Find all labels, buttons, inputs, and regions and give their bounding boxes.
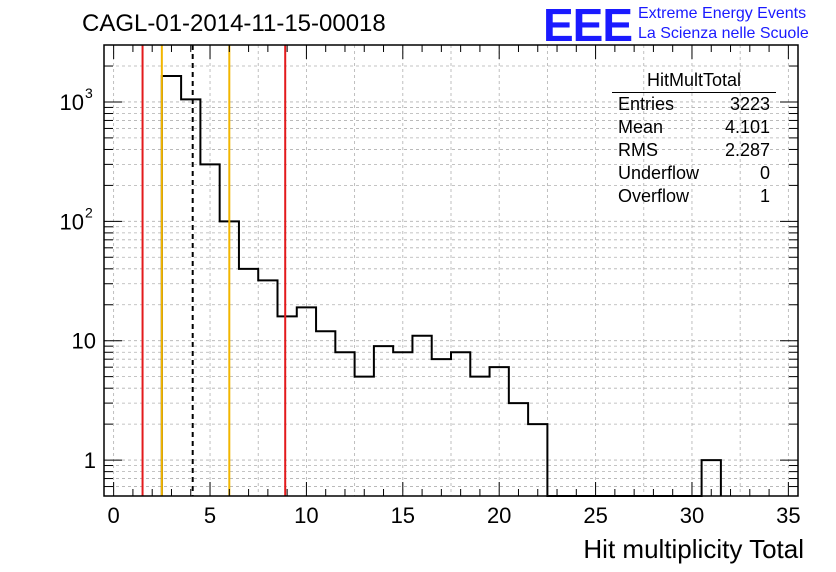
y-tick-label: 1 [84,448,96,473]
stats-label: Underflow [618,163,700,183]
x-tick-label: 25 [583,503,607,528]
y-tick-exponent: 2 [85,204,93,220]
plot-frame [103,44,799,497]
histogram-bin [374,346,393,496]
y-tick-label: 10 [60,90,84,115]
stats-row-overflow: Overflow 1 [612,185,776,208]
histogram-bin [162,76,181,496]
histogram-bin [432,359,451,496]
x-tick-label: 15 [391,503,415,528]
stats-row-underflow: Underflow 0 [612,162,776,185]
logo-tagline-1: Extreme Energy Events [638,5,807,22]
stats-value: 0 [759,163,770,183]
stats-row-rms: RMS 2.287 [612,139,776,162]
x-tick-label: 35 [776,503,800,528]
histogram-bin [239,269,258,496]
eee-logo: EEE [543,0,633,51]
histogram-bin [509,403,528,496]
y-tick-label: 10 [60,209,84,234]
chart-title: CAGL-01-2014-11-15-00018 [82,10,386,37]
stats-box-title: HitMultTotal [612,70,776,93]
stats-value: 3223 [729,94,770,114]
stats-row-entries: Entries 3223 [612,93,776,116]
logo-tagline-2: La Scienza nelle Scuole [638,25,809,42]
histogram-bin [181,99,200,496]
stats-box: HitMultTotal Entries 3223 Mean 4.101 RMS… [612,70,776,208]
stats-label: Entries [618,94,675,114]
x-tick-label: 20 [487,503,511,528]
stats-value: 2.287 [724,140,770,160]
stats-value: 4.101 [724,117,770,137]
histogram-bin [278,316,297,496]
x-tick-label: 10 [294,503,318,528]
stats-row-mean: Mean 4.101 [612,116,776,139]
y-tick-exponent: 3 [85,85,93,101]
x-axis-label: Hit multiplicity Total [583,534,804,564]
stats-label: Mean [618,117,664,137]
stats-label: RMS [618,140,658,160]
x-tick-label: 30 [680,503,704,528]
stats-label: Overflow [618,186,690,206]
y-tick-label: 10 [72,329,96,354]
histogram-bin [355,377,374,496]
x-tick-label: 5 [204,503,216,528]
histogram-bin [470,377,489,496]
x-tick-label: 0 [108,503,120,528]
stats-value: 1 [759,186,770,206]
